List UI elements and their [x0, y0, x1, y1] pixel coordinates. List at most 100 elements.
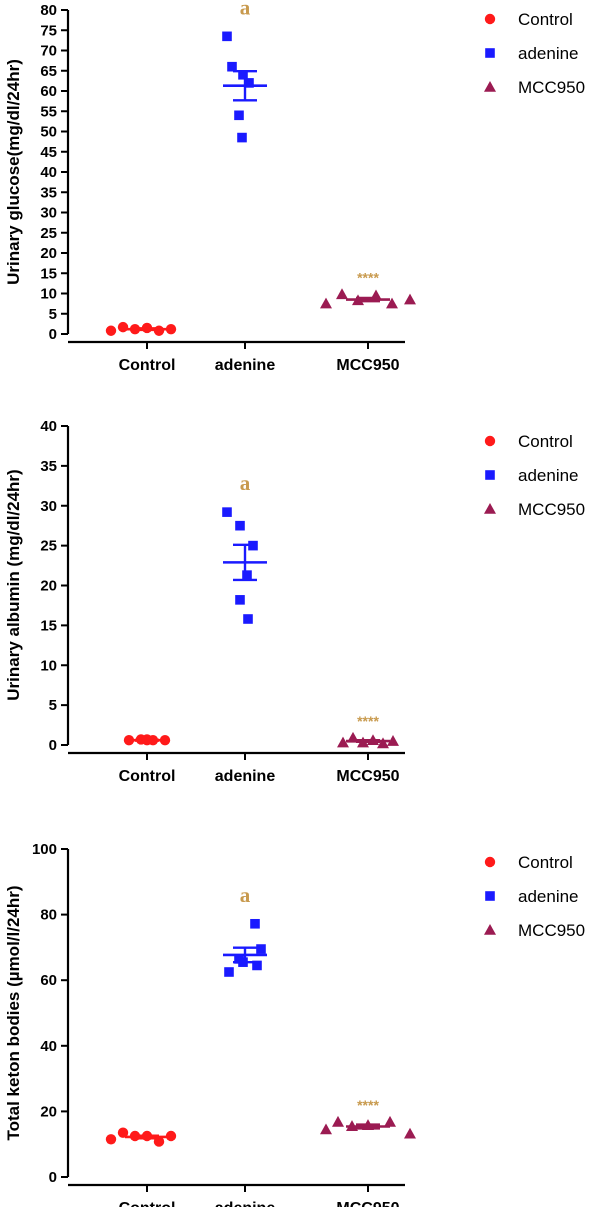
x-tick-label: MCC950 — [336, 357, 399, 374]
data-point — [384, 1115, 396, 1127]
series-control — [123, 734, 171, 746]
y-tick-label: 65 — [40, 63, 57, 80]
y-tick-label: 80 — [40, 907, 57, 924]
y-tick-label: 20 — [40, 245, 57, 262]
y-tick-label: 50 — [40, 124, 57, 141]
data-point — [352, 294, 364, 306]
data-point — [235, 595, 245, 605]
y-tick-label: 75 — [40, 22, 57, 39]
data-point — [234, 110, 244, 121]
legend-label: MCC950 — [518, 78, 585, 97]
legend-marker — [484, 13, 496, 25]
legend-label: Control — [518, 10, 573, 29]
series-adenine — [223, 918, 267, 977]
x-tick-label: Control — [119, 768, 176, 785]
y-tick-label: 30 — [40, 498, 57, 515]
chart-panel-1: 0 5 10 15 20 25 30 35 40 45 50 55 60 65 70 75 80 Control a… — [4, 0, 585, 374]
data-point — [387, 735, 399, 746]
significance-label: **** — [357, 713, 379, 729]
legend-label: adenine — [518, 466, 579, 485]
data-point — [153, 325, 165, 336]
data-point — [141, 1130, 153, 1142]
data-point — [386, 297, 398, 309]
y-tick-label: 10 — [40, 657, 57, 674]
data-point — [404, 1127, 416, 1139]
legend: Control adenine MCC950 — [484, 853, 585, 940]
x-tick-label: MCC950 — [336, 768, 399, 785]
data-point — [165, 1130, 177, 1142]
data-point — [141, 734, 153, 745]
legend-marker — [485, 891, 495, 901]
legend-marker — [484, 503, 496, 514]
y-tick-label: 35 — [40, 184, 57, 201]
x-tick-label: MCC950 — [336, 1200, 399, 1207]
legend-marker — [485, 470, 495, 480]
legend-label: MCC950 — [518, 921, 585, 940]
y-tick-label: 0 — [49, 326, 57, 343]
significance-label: a — [240, 0, 251, 19]
series-control — [105, 1127, 177, 1147]
y-tick-label: 70 — [40, 43, 57, 60]
data-point — [243, 614, 253, 624]
y-tick-label: 0 — [49, 1169, 57, 1186]
y-tick-label: 20 — [40, 1103, 57, 1120]
data-point — [129, 1130, 141, 1142]
chart-panel-2: 0 5 10 15 20 25 30 35 40 Control adenine MCC950 Urin… — [4, 418, 585, 785]
data-point — [404, 293, 416, 305]
legend-label: Control — [518, 853, 573, 872]
data-point — [347, 731, 359, 743]
data-point — [153, 1136, 165, 1147]
data-point — [117, 321, 129, 333]
data-point — [165, 323, 177, 335]
data-point — [377, 737, 389, 749]
y-tick-label: 55 — [40, 103, 57, 120]
series-adenine — [222, 31, 267, 143]
x-tick-label: adenine — [215, 1200, 276, 1207]
significance-label: **** — [357, 1097, 379, 1113]
data-point — [105, 1134, 117, 1145]
y-tick-label: 80 — [40, 2, 57, 19]
data-point — [238, 70, 248, 80]
series-mcc950 — [320, 288, 416, 309]
y-tick-label: 45 — [40, 144, 57, 161]
data-point — [235, 520, 245, 531]
data-point — [244, 78, 254, 88]
series-control — [105, 321, 177, 336]
legend-label: Control — [518, 432, 573, 451]
data-point — [117, 1127, 129, 1138]
y-tick-label: 10 — [40, 286, 57, 303]
y-tick-label: 5 — [49, 306, 57, 323]
data-point — [237, 132, 247, 143]
legend-marker — [484, 924, 496, 935]
y-tick-label: 40 — [40, 1038, 57, 1055]
y-tick-label: 25 — [40, 538, 57, 555]
y-tick-label: 20 — [40, 578, 57, 595]
x-tick-label: Control — [119, 357, 176, 374]
legend: Control adenine MCC950 — [484, 10, 585, 97]
data-point — [250, 918, 260, 929]
data-point — [238, 957, 248, 967]
x-tick-label: adenine — [215, 768, 276, 785]
data-point — [159, 735, 171, 746]
data-point — [141, 322, 153, 334]
y-tick-label: 60 — [40, 83, 57, 100]
y-tick-label: 40 — [40, 164, 57, 181]
data-point — [129, 323, 141, 335]
significance-label: a — [240, 471, 251, 495]
legend-marker — [485, 48, 495, 58]
legend-label: adenine — [518, 44, 579, 63]
significance-label: **** — [357, 269, 379, 285]
series-adenine — [222, 507, 267, 624]
y-axis-title: Urinary albumin (mg/dl/24hr) — [4, 469, 23, 700]
data-point — [248, 540, 258, 551]
y-tick-label: 100 — [32, 841, 57, 858]
data-point — [227, 61, 237, 72]
legend-marker — [484, 435, 496, 447]
y-tick-label: 35 — [40, 458, 57, 475]
data-point — [332, 1115, 344, 1127]
series-mcc950 — [337, 731, 399, 749]
data-point — [242, 570, 252, 580]
data-point — [320, 297, 332, 309]
